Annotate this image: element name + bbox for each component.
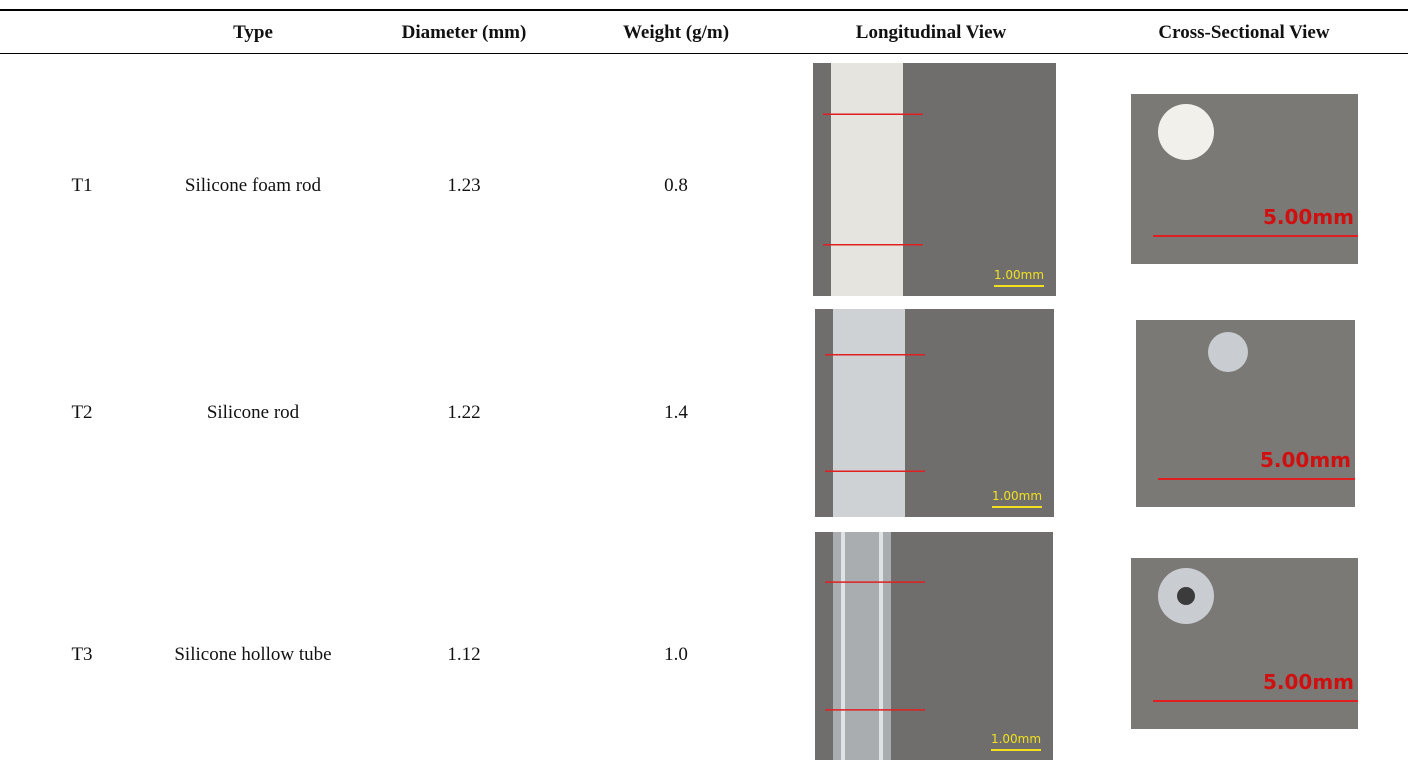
rod-section bbox=[1208, 332, 1248, 372]
diameter-cell: 1.12 bbox=[447, 644, 480, 666]
tube-hole bbox=[1177, 587, 1195, 605]
header-cell: Longitudinal View bbox=[856, 22, 1006, 44]
cross-section-image: 5.00mm bbox=[1136, 320, 1355, 507]
diameter-cell: 1.23 bbox=[447, 175, 480, 197]
scale-label: 5.00mm bbox=[1260, 448, 1351, 472]
scale-label: 5.00mm bbox=[1263, 670, 1354, 694]
top-rule bbox=[0, 9, 1408, 11]
type-cell: Silicone rod bbox=[173, 402, 333, 424]
header-cell: Diameter (mm) bbox=[402, 22, 527, 44]
rod-section bbox=[1158, 104, 1214, 160]
row-id: T2 bbox=[71, 402, 92, 424]
weight-cell: 1.4 bbox=[664, 402, 688, 424]
header-cell: Type bbox=[233, 22, 273, 44]
longitudinal-image: 1.00mm bbox=[813, 63, 1056, 296]
type-cell: Silicone foam rod bbox=[173, 175, 333, 197]
weight-cell: 1.0 bbox=[664, 644, 688, 666]
scale-label: 1.00mm bbox=[994, 268, 1044, 282]
row-id: T3 bbox=[71, 644, 92, 666]
rod bbox=[833, 309, 905, 517]
scale-label: 1.00mm bbox=[992, 489, 1042, 503]
scale-label: 1.00mm bbox=[991, 732, 1041, 746]
header-cell: Weight (g/m) bbox=[623, 22, 729, 44]
rod bbox=[831, 63, 903, 296]
longitudinal-image: 1.00mm bbox=[815, 532, 1053, 760]
row-id: T1 bbox=[71, 175, 92, 197]
cross-section-image: 5.00mm bbox=[1131, 558, 1358, 729]
scale-label: 5.00mm bbox=[1263, 205, 1354, 229]
type-cell: Silicone hollow tube bbox=[173, 644, 333, 666]
header-cell: Cross-Sectional View bbox=[1158, 22, 1329, 44]
longitudinal-image: 1.00mm bbox=[815, 309, 1054, 517]
table-page: Type Diameter (mm) Weight (g/m) Longitudina… bbox=[0, 0, 1408, 769]
weight-cell: 0.8 bbox=[664, 175, 688, 197]
cross-section-image: 5.00mm bbox=[1131, 94, 1358, 264]
diameter-cell: 1.22 bbox=[447, 402, 480, 424]
header-rule bbox=[0, 53, 1408, 54]
